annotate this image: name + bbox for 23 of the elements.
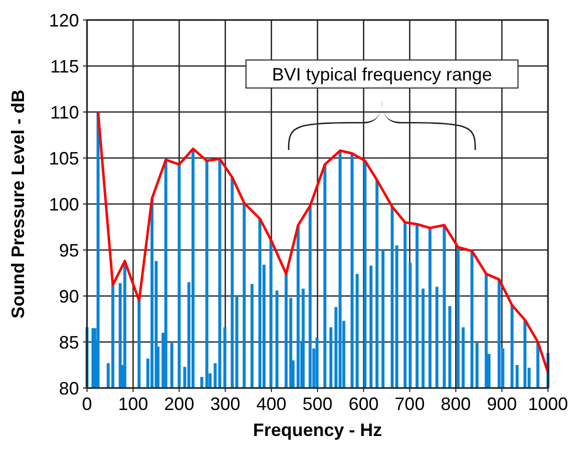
y-tick-label: 100 [48,194,79,214]
y-tick-label: 120 [48,10,79,30]
x-tick-label: 800 [440,394,471,414]
x-tick-label: 0 [82,394,92,414]
x-tick-label: 1000 [528,394,568,414]
y-tick-label: 105 [48,148,79,168]
x-tick-label: 500 [302,394,333,414]
y-tick-label: 110 [50,102,79,122]
x-tick-label: 700 [394,394,425,414]
x-tick-label: 200 [164,394,194,414]
y-axis-title: Sound Pressure Level - dB [8,89,28,319]
x-tick-label: 400 [256,394,286,414]
annotation: BVI typical frequency range [272,64,492,84]
x-tick-label: 100 [118,394,148,414]
x-axis-title: Frequency - Hz [252,420,382,440]
y-tick-label: 95 [58,240,79,260]
y-tick-label: 90 [58,286,79,306]
x-tick-label: 900 [486,394,517,414]
y-tick-label: 80 [58,378,79,398]
x-tick-label: 300 [210,394,240,414]
y-tick-label: 115 [50,56,79,76]
y-tick-label: 85 [58,332,79,352]
x-tick-label: 600 [348,394,379,414]
